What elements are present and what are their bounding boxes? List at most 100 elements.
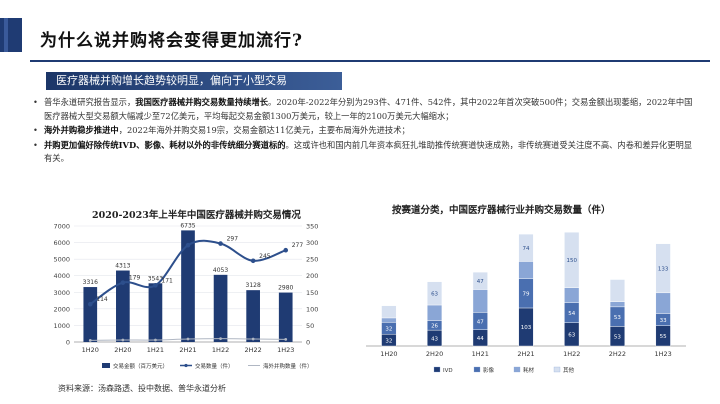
y-right-tick-label: 350 [306, 223, 318, 231]
bar-deal-amount [246, 290, 260, 342]
legend-label-count: 交易数量（件） [195, 362, 234, 370]
page-title: 为什么说并购将会变得更加流行? [40, 31, 303, 51]
point-deal-count [218, 241, 223, 246]
stacked-bar-segment [655, 243, 671, 294]
line-value-label: 277 [292, 242, 304, 249]
bullet-rest: ，2022年海外并购交易19宗，交易金额达11亿美元，主要布局海外先进技术； [118, 125, 410, 135]
y-left-tick-label: 5000 [53, 256, 70, 264]
bar-deal-amount [83, 287, 98, 342]
segment-value-label: 33 [660, 318, 667, 324]
point-overseas-count [121, 338, 125, 342]
point-overseas-count [186, 337, 190, 341]
segment-value-label: 32 [385, 338, 392, 344]
y-right-tick-label: 150 [306, 289, 318, 297]
x-tick-label: 2H22 [609, 350, 626, 358]
deals-chart: 0 1000 2000 3000 4000 5000 6000 7000 0 50 100 150 20… [53, 222, 318, 370]
bullet-bold: 海外并购稳步推进中 [44, 125, 119, 135]
bullet-bold: 并购更加偏好除传统IVD、影像、耗材以外的非传统细分赛道标的 [44, 139, 286, 150]
bar-value-label: 4313 [115, 263, 130, 270]
segment-value-label: 43 [431, 336, 438, 342]
point-overseas-count [251, 337, 255, 341]
y-right-tick-label: 100 [306, 305, 318, 313]
stacked-bar-segment [564, 287, 580, 303]
bar-deal-amount [213, 274, 228, 342]
point-deal-count [283, 247, 289, 253]
segment-value-label: 32 [385, 326, 392, 332]
legend-swatch-amount [102, 363, 110, 368]
x-tick-label: 1H22 [563, 350, 580, 358]
x-tick-label: 1H23 [654, 350, 671, 358]
bullet-bold: 我国医疗器械并购交易数量持续增长 [135, 97, 269, 107]
segments-chart: 32 32 1H20 43 26 63 2H20 44 47 47 1H21 103 79 74 2H21 6… [366, 232, 686, 374]
point-overseas-count [154, 338, 157, 342]
legend-swatch [433, 366, 441, 373]
stacked-bar-segment [518, 233, 534, 262]
y-right-tick-label: 250 [306, 256, 318, 264]
legend-swatch [513, 366, 521, 373]
y-left-tick-label: 3000 [53, 289, 70, 297]
bar-deal-amount [116, 270, 130, 342]
legend-label-overseas: 海外并购数量（件） [263, 362, 313, 370]
stacked-bar-segment [518, 261, 534, 279]
segment-value-label: 26 [431, 324, 438, 330]
stacked-bar-segment [472, 289, 488, 313]
point-deal-count [120, 280, 126, 285]
y-left-tick-label: 6000 [53, 239, 70, 247]
segment-value-label: 63 [568, 333, 575, 339]
y-left-tick-label: 0 [66, 339, 70, 347]
bullet-rest: 。这或许也和国内前几年资本疯狂扎堆助推传统赛道快速成熟，非传统赛道受关注度不高、… [44, 139, 693, 164]
x-tick-label: 1H20 [380, 350, 397, 358]
segment-value-label: 53 [614, 315, 621, 321]
chart-title-segments: 按赛道分类，中国医疗器械行业并购交易数量（件） [392, 205, 611, 216]
stacked-bar-segment [381, 317, 397, 323]
y-left-tick-label: 1000 [53, 322, 70, 330]
point-deal-count [250, 258, 256, 264]
bullet-list: 普华永道研究报告显示，我国医疗器械并购交易数量持续增长。2020年-2022年分… [30, 96, 700, 167]
y-right-tick-label: 200 [306, 272, 318, 280]
line-value-label: 171 [161, 277, 173, 284]
legend-swatch [473, 366, 481, 373]
x-tick-label: 1H21 [472, 350, 489, 358]
stacked-bar-segment [564, 232, 580, 288]
stacked-bar-segment [427, 281, 443, 306]
bullet-lead: 普华永道研究报告显示， [44, 97, 136, 107]
chart-title-deals: 2020-2023年上半年中国医疗器械并购交易情况 [92, 210, 301, 221]
y-left-tick-label: 4000 [53, 272, 70, 280]
bar-value-label: 2980 [278, 285, 293, 292]
point-overseas-count [284, 337, 288, 341]
title-divider [30, 60, 710, 62]
header-accent-stripe [4, 18, 8, 52]
x-tick-label: 2H20 [426, 350, 443, 358]
segment-value-label: 79 [523, 292, 530, 298]
legend-label: 其他 [563, 366, 575, 374]
x-tick-label: 2H21 [179, 346, 196, 354]
legend-label: 耗材 [523, 366, 535, 374]
bar-deal-amount [181, 230, 195, 342]
line-value-label: 179 [129, 275, 141, 282]
legend-swatch [553, 366, 561, 373]
legend-label: IVD [443, 368, 453, 374]
legend-label-amount: 交易金额（百万美元） [113, 362, 168, 370]
line-value-label: 245 [259, 253, 271, 260]
bullet-item: 海外并购稳步推进中，2022年海外并购交易19宗，交易金额达11亿美元，主要布局… [30, 124, 700, 138]
line-value-label: 114 [96, 296, 108, 303]
bar-value-label: 3128 [246, 282, 261, 289]
x-tick-label: 1H20 [82, 346, 99, 354]
bullet-item: 并购更加偏好除传统IVD、影像、耗材以外的非传统细分赛道标的。这或许也和国内前几… [30, 139, 700, 166]
bullet-item: 普华永道研究报告显示，我国医疗器械并购交易数量持续增长。2020年-2022年分… [30, 96, 700, 123]
y-right-tick-label: 0 [306, 339, 310, 347]
bar-value-label: 3543 [148, 275, 163, 282]
point-overseas-count [88, 338, 92, 342]
segment-value-label: 55 [660, 334, 667, 340]
stacked-bar-segment [472, 271, 488, 290]
bar-value-label: 4053 [213, 267, 228, 274]
segment-value-label: 133 [658, 266, 669, 272]
legend-marker-count [184, 363, 188, 368]
segment-value-label: 44 [477, 336, 484, 342]
segment-value-label: 47 [477, 279, 484, 285]
legend-label: 影像 [483, 366, 495, 374]
point-deal-count [87, 301, 93, 307]
x-tick-label: 1H21 [147, 346, 164, 354]
segment-value-label: 53 [614, 334, 621, 340]
y-left-tick-label: 7000 [53, 223, 70, 231]
